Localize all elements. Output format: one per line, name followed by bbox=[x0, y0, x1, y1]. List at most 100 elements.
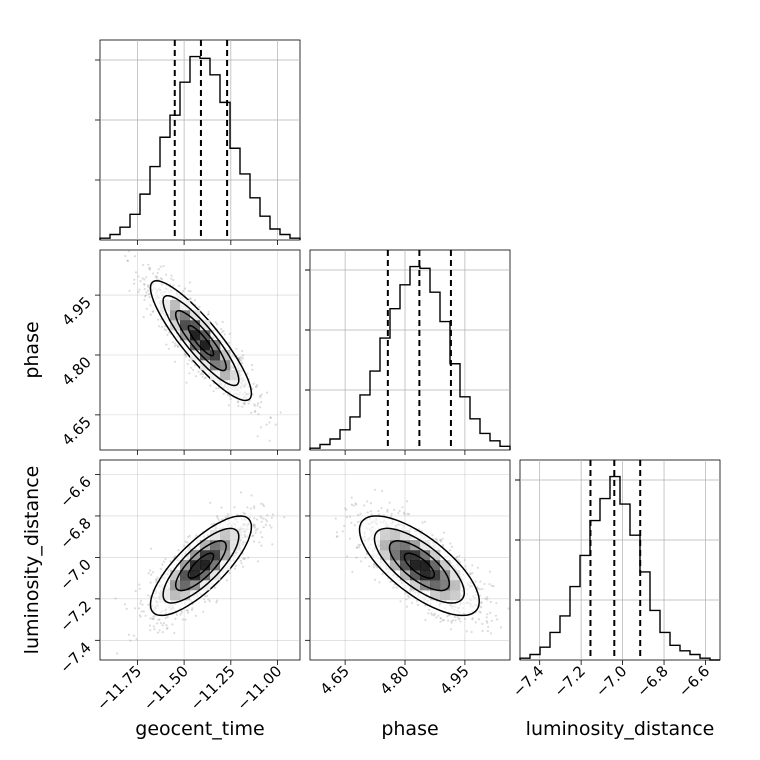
sample-point bbox=[151, 310, 155, 313]
sample-point bbox=[256, 527, 259, 531]
sample-point bbox=[209, 501, 212, 504]
sample-point bbox=[488, 583, 491, 586]
sample-point bbox=[147, 289, 150, 292]
sample-point bbox=[252, 523, 255, 526]
sample-point bbox=[177, 345, 180, 348]
sample-point bbox=[161, 631, 164, 634]
sample-point bbox=[162, 560, 166, 563]
sample-point bbox=[433, 614, 436, 617]
sample-point bbox=[256, 435, 259, 438]
sample-point bbox=[260, 544, 263, 547]
sample-point bbox=[225, 579, 228, 582]
density-bin bbox=[200, 350, 211, 361]
sample-point bbox=[198, 305, 201, 308]
sample-point bbox=[406, 594, 409, 597]
density-bin bbox=[380, 540, 391, 551]
sample-point bbox=[227, 393, 230, 396]
sample-point bbox=[390, 515, 393, 518]
sample-point bbox=[190, 608, 194, 612]
sample-point bbox=[228, 395, 231, 398]
density-bin bbox=[230, 540, 241, 551]
sample-point bbox=[151, 617, 154, 620]
sample-point bbox=[204, 376, 207, 379]
sample-point bbox=[238, 356, 241, 359]
sample-point bbox=[226, 515, 229, 518]
sample-point bbox=[191, 607, 194, 610]
x-tick-label-phase: 4.80 bbox=[376, 662, 412, 698]
sample-point bbox=[166, 333, 169, 336]
sample-point bbox=[262, 503, 265, 506]
sample-point bbox=[187, 535, 190, 539]
density-bin bbox=[450, 590, 461, 601]
sample-point bbox=[236, 401, 239, 404]
sample-point bbox=[469, 572, 472, 575]
sample-point bbox=[441, 537, 444, 541]
sample-point bbox=[254, 385, 257, 388]
sample-point bbox=[223, 333, 226, 336]
sample-point bbox=[180, 610, 183, 613]
sample-point bbox=[366, 500, 369, 503]
sample-point bbox=[252, 534, 255, 537]
density-bin bbox=[400, 540, 411, 551]
density-bin bbox=[190, 340, 201, 351]
sample-point bbox=[490, 619, 493, 622]
sample-point bbox=[255, 385, 258, 388]
sample-point bbox=[266, 514, 269, 517]
sample-point bbox=[125, 607, 128, 611]
sample-point bbox=[348, 515, 352, 518]
sample-point bbox=[134, 271, 138, 274]
sample-point bbox=[388, 501, 391, 504]
sample-point bbox=[424, 618, 427, 622]
sample-point bbox=[363, 504, 366, 507]
sample-point bbox=[350, 503, 353, 506]
sample-point bbox=[181, 618, 184, 621]
contours bbox=[162, 294, 466, 604]
x-tick-label-luminosity-distance: −6.6 bbox=[675, 662, 713, 700]
sample-point bbox=[241, 357, 244, 360]
sample-point bbox=[471, 572, 474, 575]
sample-point bbox=[451, 545, 454, 549]
sample-point bbox=[369, 510, 372, 513]
histogram-geocent-time bbox=[99, 55, 301, 240]
sample-point bbox=[405, 605, 408, 608]
density-bin bbox=[410, 540, 421, 551]
sample-point bbox=[269, 416, 272, 419]
sample-point bbox=[393, 583, 397, 586]
sample-point bbox=[147, 603, 150, 606]
sample-point bbox=[161, 624, 164, 627]
density-bin bbox=[170, 590, 181, 601]
density-bin bbox=[210, 570, 221, 581]
sample-point bbox=[250, 364, 254, 367]
density-bin bbox=[220, 350, 231, 361]
sample-point bbox=[184, 540, 187, 543]
sample-point bbox=[359, 560, 363, 563]
sample-point bbox=[270, 526, 273, 529]
sample-point bbox=[272, 513, 275, 516]
density-bin bbox=[190, 330, 201, 341]
sample-point bbox=[206, 594, 209, 598]
sample-point bbox=[456, 615, 459, 619]
sample-point bbox=[148, 624, 151, 627]
sample-point bbox=[173, 345, 176, 348]
sample-point bbox=[203, 377, 206, 380]
sample-point bbox=[423, 520, 426, 523]
sample-point bbox=[224, 516, 227, 519]
sample-point bbox=[147, 284, 150, 287]
sample-point bbox=[242, 402, 245, 405]
sample-point bbox=[243, 557, 246, 560]
sample-point bbox=[217, 518, 220, 522]
sample-point bbox=[439, 620, 442, 623]
sample-point bbox=[439, 539, 442, 542]
sample-point bbox=[492, 585, 495, 588]
sample-point bbox=[144, 614, 147, 617]
sample-point bbox=[440, 540, 443, 543]
sample-point bbox=[380, 507, 383, 510]
y-tick-label-luminosity-distance: −6.8 bbox=[56, 514, 94, 552]
sample-point bbox=[149, 547, 153, 550]
sample-point bbox=[222, 330, 225, 333]
panel-hist-luminosity-distance bbox=[519, 459, 721, 661]
sample-point bbox=[207, 310, 210, 313]
sample-point bbox=[156, 622, 159, 625]
sample-point bbox=[170, 274, 173, 277]
sample-point bbox=[157, 318, 160, 321]
